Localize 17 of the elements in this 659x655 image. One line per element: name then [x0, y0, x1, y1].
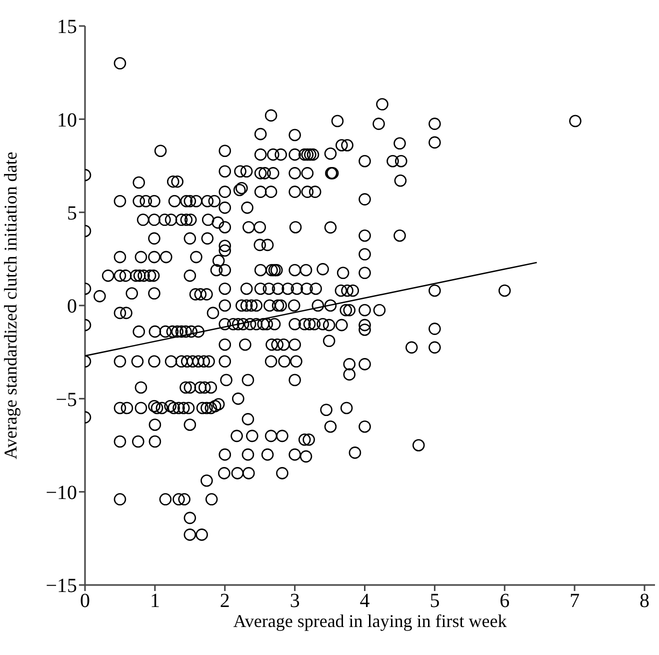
y-tick-label: 15	[57, 16, 77, 38]
x-tick-label: 8	[640, 590, 650, 612]
x-tick-label: 7	[570, 590, 580, 612]
y-axis-title: Average standardized clutch initiation date	[0, 152, 20, 460]
x-tick-label: 3	[290, 590, 300, 612]
y-tick-label: 0	[67, 296, 77, 318]
x-tick-label: 4	[360, 590, 370, 612]
y-tick-label: 5	[67, 202, 77, 224]
y-tick-label: 10	[57, 109, 77, 132]
x-axis-title: Average spread in laying in first week	[233, 611, 507, 631]
x-tick-label: 1	[150, 590, 160, 612]
x-tick-label: 5	[430, 590, 440, 612]
x-tick-label: 2	[220, 590, 230, 612]
y-tick-label: −10	[46, 482, 77, 504]
x-tick-label: 6	[500, 590, 510, 612]
y-tick-label: −5	[56, 388, 77, 411]
y-tick-label: −15	[46, 575, 77, 598]
